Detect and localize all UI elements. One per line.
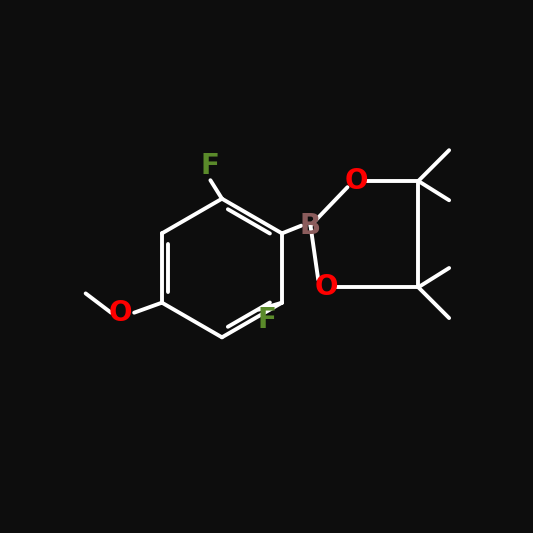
- Text: F: F: [257, 306, 276, 334]
- Text: F: F: [201, 152, 220, 180]
- Text: O: O: [109, 298, 132, 327]
- Text: B: B: [300, 212, 321, 240]
- Text: O: O: [314, 273, 338, 301]
- Text: O: O: [345, 167, 368, 195]
